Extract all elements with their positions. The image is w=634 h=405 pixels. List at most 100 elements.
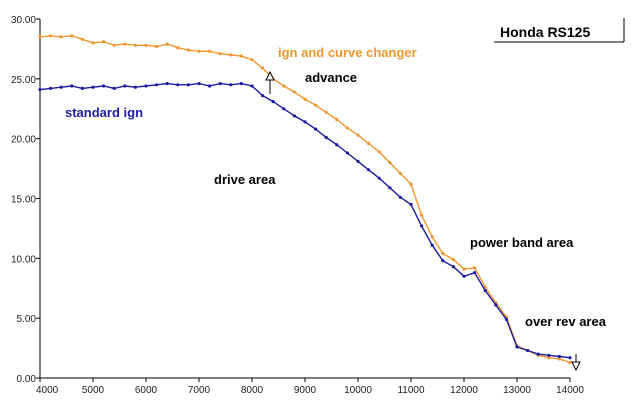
data-point: [367, 168, 371, 172]
data-point: [314, 127, 318, 131]
data-point: [335, 143, 339, 147]
y-tick-label: 5.00: [17, 314, 37, 325]
data-point: [261, 94, 265, 98]
data-point: [38, 88, 42, 92]
data-point: [462, 267, 466, 271]
data-point: [70, 34, 74, 38]
x-tick-label: 14000: [556, 385, 584, 396]
data-point: [229, 83, 233, 87]
data-point: [176, 83, 180, 87]
data-point: [112, 43, 116, 47]
data-point: [165, 42, 169, 46]
x-tick-label: 11000: [397, 385, 425, 396]
x-tick-label: 9000: [294, 385, 317, 396]
x-tick-label: 6000: [135, 385, 158, 396]
annotation-advance: advance: [305, 70, 357, 85]
x-tick-label: 4000: [36, 385, 59, 396]
series-label-orange: ign and curve changer: [278, 45, 417, 60]
data-point: [38, 35, 42, 39]
data-point: [568, 360, 572, 364]
data-point: [494, 303, 498, 307]
x-tick-label: 12000: [450, 385, 478, 396]
data-point: [155, 44, 159, 49]
data-point: [208, 49, 212, 53]
data-point: [102, 84, 106, 88]
data-point: [176, 46, 180, 50]
data-point: [70, 84, 74, 88]
data-point: [324, 135, 328, 140]
series-layer: [38, 34, 572, 364]
data-point: [356, 133, 360, 137]
x-tick-label: 5000: [82, 385, 105, 396]
data-point: [335, 117, 339, 122]
y-tick-label: 25.00: [11, 75, 36, 86]
data-point: [59, 85, 63, 89]
data-point: [451, 257, 455, 262]
data-point: [208, 84, 212, 88]
data-point: [102, 40, 106, 44]
data-point: [292, 114, 296, 118]
chart-title-group: Honda RS125: [494, 18, 625, 43]
annotation-drive-area: drive area: [214, 172, 276, 187]
data-point: [409, 202, 413, 207]
down-arrow-icon: [571, 354, 581, 372]
data-point: [112, 86, 116, 90]
data-point: [420, 224, 424, 228]
data-point: [123, 84, 127, 88]
data-point: [133, 85, 137, 89]
data-point: [398, 195, 402, 199]
data-point: [345, 126, 349, 130]
data-point: [377, 176, 381, 180]
data-point: [186, 48, 190, 52]
advance-arrow-icon: [265, 70, 275, 94]
data-point: [292, 90, 296, 94]
data-point: [547, 353, 551, 357]
data-point: [91, 85, 95, 89]
data-point: [441, 251, 445, 256]
data-point: [261, 66, 265, 70]
annotation-over-rev-area: over rev area: [525, 314, 607, 329]
y-tick-label: 0.00: [17, 374, 37, 385]
data-point: [218, 82, 222, 86]
data-point: [197, 82, 201, 86]
data-point: [345, 151, 349, 155]
y-tick-label: 20.00: [11, 135, 36, 146]
data-point: [356, 159, 360, 163]
data-point: [420, 213, 424, 217]
x-ticks: 4000 5000 6000 7000 8000 9000 10000 11000 12000 1…: [36, 378, 584, 396]
data-point: [483, 289, 487, 293]
data-point: [367, 141, 371, 146]
x-tick-label: 10000: [344, 385, 372, 396]
data-point: [462, 274, 466, 278]
data-point: [271, 100, 275, 104]
y-tick-label: 15.00: [11, 195, 36, 206]
data-point: [504, 317, 508, 321]
series-label-blue: standard ign: [65, 105, 143, 120]
data-point: [568, 356, 572, 360]
data-point: [398, 171, 402, 175]
data-point: [388, 161, 392, 165]
data-point: [165, 82, 169, 86]
data-point: [49, 86, 53, 90]
chart-title: Honda RS125: [500, 24, 590, 40]
data-point: [282, 84, 286, 88]
data-point: [557, 357, 562, 361]
data-point: [314, 103, 318, 107]
data-point: [547, 356, 551, 360]
data-point: [250, 58, 254, 62]
data-point: [59, 35, 63, 39]
data-point: [451, 265, 455, 269]
y-tick-label: 10.00: [11, 254, 36, 265]
y-ticks: 0.00 5.00 10.00 15.00 20.00 25.00 30.00: [11, 15, 40, 385]
data-point: [80, 86, 84, 90]
data-point: [557, 354, 562, 359]
data-point: [197, 49, 201, 53]
data-point: [239, 54, 243, 58]
data-point: [441, 259, 445, 263]
data-point: [430, 235, 434, 239]
y-tick-label: 30.00: [11, 15, 36, 26]
data-point: [144, 84, 148, 88]
data-point: [473, 266, 477, 270]
x-tick-label: 8000: [241, 385, 264, 396]
